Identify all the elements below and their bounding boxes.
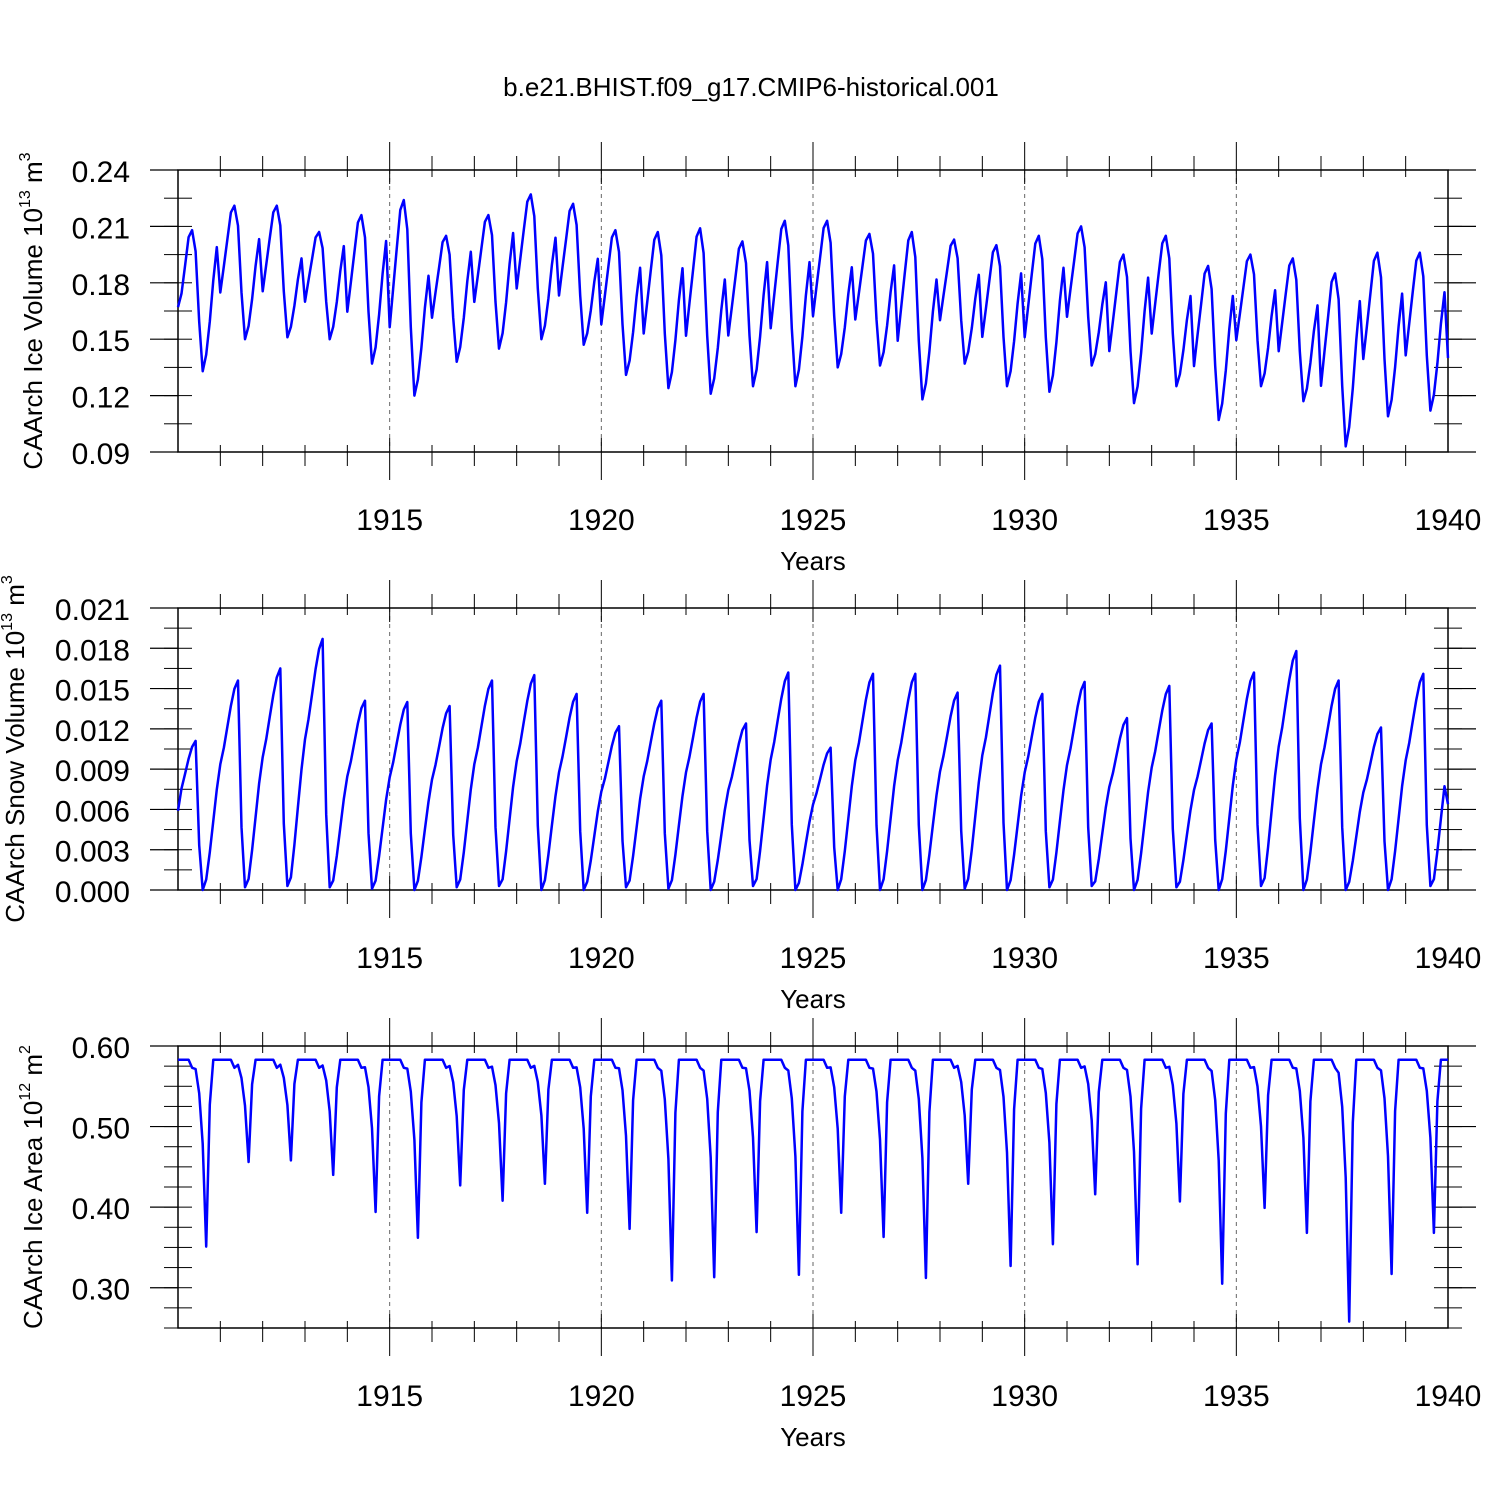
x-tick-label: 1930 (991, 504, 1058, 537)
y-axis-label-unit: m (0, 584, 30, 613)
x-axis-label: Years (780, 1422, 846, 1452)
x-tick-label: 1920 (568, 942, 635, 975)
x-tick-label: 1930 (991, 1380, 1058, 1413)
x-tick-label: 1940 (1415, 504, 1482, 537)
y-axis-label: CAArch Ice Area 1012 m2 (17, 1045, 48, 1329)
y-axis-label-unit-exponent: 2 (17, 1045, 34, 1054)
y-axis-label-unit-exponent: 3 (17, 152, 34, 161)
y-tick-label: 0.009 (55, 755, 130, 788)
y-tick-label: 0.30 (72, 1274, 130, 1307)
x-axis-label: Years (780, 546, 846, 576)
y-tick-label: 0.12 (72, 382, 130, 415)
x-tick-label: 1935 (1203, 942, 1270, 975)
y-axis-label-unit: m (18, 1054, 48, 1083)
y-axis-label: CAArch Snow Volume 1013 m3 (0, 575, 30, 923)
y-tick-label: 0.50 (72, 1113, 130, 1146)
x-tick-label: 1920 (568, 1380, 635, 1413)
y-axis-label-text: CAArch Ice Volume 10 (18, 208, 48, 470)
y-tick-label: 0.40 (72, 1193, 130, 1226)
figure-title: b.e21.BHIST.f09_g17.CMIP6-historical.001 (503, 72, 999, 102)
y-axis-label-text: CAArch Ice Area 10 (18, 1101, 48, 1329)
x-tick-label: 1920 (568, 504, 635, 537)
x-tick-label: 1930 (991, 942, 1058, 975)
y-tick-label: 0.021 (55, 594, 130, 627)
ice-volume-panel: 0.09 0.12 0.15 0.18 0.21 0.24 1915 1920 1925 1930… (17, 142, 1481, 576)
data-series-line (176, 193, 1450, 448)
data-series-line (178, 1058, 1448, 1323)
y-tick-label: 0.60 (72, 1032, 130, 1065)
y-tick-label: 0.24 (72, 156, 130, 189)
y-axis-label: CAArch Ice Volume 1013 m3 (17, 152, 48, 469)
x-tick-label: 1925 (780, 504, 847, 537)
x-tick-label: 1925 (780, 942, 847, 975)
y-axis-label-exponent: 12 (17, 1083, 34, 1101)
y-tick-label: 0.018 (55, 634, 130, 667)
y-tick-label: 0.21 (72, 212, 130, 245)
x-tick-label: 1915 (356, 504, 423, 537)
y-tick-label: 0.012 (55, 715, 130, 748)
y-tick-label: 0.15 (72, 325, 130, 358)
y-tick-label: 0.000 (55, 876, 130, 909)
data-series-line (176, 637, 1450, 892)
ice-area-panel: 0.30 0.40 0.50 0.60 1915 1920 1925 1930 1935 1940… (17, 1018, 1481, 1452)
x-tick-label: 1915 (356, 942, 423, 975)
y-axis-label-unit-exponent: 3 (0, 575, 16, 584)
y-tick-label: 0.006 (55, 795, 130, 828)
y-axis-label-exponent: 13 (0, 613, 16, 631)
y-tick-label: 0.18 (72, 269, 130, 302)
y-tick-label: 0.09 (72, 438, 130, 471)
x-tick-label: 1915 (356, 1380, 423, 1413)
x-axis-label: Years (780, 984, 846, 1014)
y-tick-label: 0.015 (55, 675, 130, 708)
x-tick-label: 1940 (1415, 942, 1482, 975)
x-tick-label: 1925 (780, 1380, 847, 1413)
y-axis-label-text: CAArch Snow Volume 10 (0, 631, 30, 923)
y-tick-label: 0.003 (55, 836, 130, 869)
y-axis-label-unit: m (18, 161, 48, 190)
y-axis-label-exponent: 13 (17, 190, 34, 208)
snow-volume-panel: 0.000 0.003 0.006 0.009 0.012 0.015 0.018 0.021… (0, 575, 1481, 1014)
x-tick-label: 1935 (1203, 1380, 1270, 1413)
x-tick-label: 1935 (1203, 504, 1270, 537)
x-tick-label: 1940 (1415, 1380, 1482, 1413)
